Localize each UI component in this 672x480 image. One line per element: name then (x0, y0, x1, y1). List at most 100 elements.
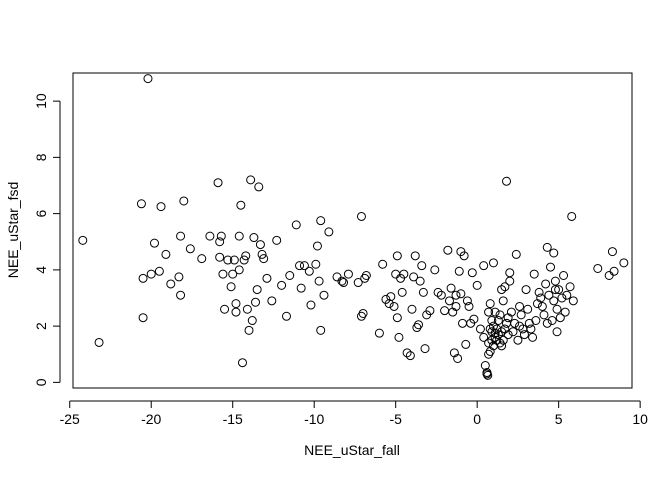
x-tick-label: -25 (60, 411, 80, 427)
data-point (554, 285, 564, 295)
data-point (399, 269, 409, 279)
data-point (386, 292, 396, 302)
data-point (205, 231, 215, 241)
x-axis: -25 -20 -15 -10 -5 0 5 10 (60, 400, 648, 427)
data-point (559, 271, 569, 280)
data-point (560, 307, 570, 317)
data-point (378, 259, 388, 269)
data-point (479, 332, 489, 342)
data-point (515, 321, 525, 331)
data-point (458, 318, 468, 328)
data-point (296, 283, 306, 293)
data-point (281, 311, 291, 321)
data-point (459, 251, 469, 261)
y-tick-label: 0 (33, 378, 49, 386)
data-point (397, 287, 407, 297)
data-point (138, 273, 148, 283)
data-point (146, 269, 156, 279)
data-point (607, 247, 617, 257)
data-point (497, 341, 507, 351)
data-point (451, 301, 461, 311)
data-point (136, 199, 146, 209)
data-point (392, 313, 402, 323)
data-point (430, 265, 440, 275)
x-tick-label: 10 (632, 411, 648, 427)
data-point (440, 306, 450, 316)
data-point (154, 266, 164, 276)
x-tick-label: -5 (389, 411, 402, 427)
data-point (488, 258, 498, 268)
x-tick-label: 0 (473, 411, 481, 427)
data-point (246, 175, 256, 185)
data-point (267, 296, 277, 306)
data-point (529, 269, 539, 279)
data-point (444, 296, 454, 306)
data-point (143, 74, 153, 84)
data-point (374, 328, 384, 338)
data-point (609, 266, 619, 276)
data-point (541, 279, 551, 289)
data-point (254, 182, 264, 192)
data-point (255, 240, 265, 250)
data-point (94, 337, 104, 347)
data-point (461, 339, 471, 349)
data-point (546, 262, 556, 272)
y-tick-label: 2 (33, 322, 49, 330)
data-point (228, 269, 238, 279)
data-point (353, 278, 363, 288)
data-point (505, 276, 515, 286)
data-point (291, 220, 301, 230)
data-point (549, 248, 559, 258)
data-point (469, 314, 479, 324)
y-axis-title: NEE_uStar_fsd (5, 182, 21, 279)
data-point (513, 335, 523, 345)
data-point (433, 287, 443, 297)
data-point (528, 332, 538, 342)
data-point (436, 290, 446, 300)
data-point (500, 282, 510, 292)
data-point (197, 254, 207, 264)
data-point (567, 211, 577, 221)
y-axis: 0 2 4 6 8 10 (33, 93, 61, 386)
data-point (511, 249, 521, 259)
data-point (241, 251, 251, 261)
x-tick-label: -20 (141, 411, 161, 427)
data-point (544, 290, 554, 300)
x-tick-label: -15 (223, 411, 243, 427)
data-point (312, 241, 322, 251)
data-point (314, 276, 324, 286)
x-tick-label: 5 (555, 411, 563, 427)
data-point (526, 324, 536, 334)
data-point (425, 306, 435, 316)
data-point (324, 227, 334, 237)
data-point (483, 370, 493, 380)
data-point (236, 200, 246, 210)
data-point (272, 235, 282, 245)
data-point (484, 338, 494, 348)
data-point (407, 304, 417, 314)
data-point (534, 287, 544, 297)
data-point (454, 266, 464, 276)
data-point (223, 255, 233, 265)
data-point (515, 301, 525, 311)
data-point (415, 276, 425, 286)
data-point (487, 316, 497, 325)
data-point (537, 301, 547, 311)
x-axis-title: NEE_uStar_fall (304, 442, 400, 458)
data-point (523, 304, 533, 314)
data-point (508, 327, 518, 337)
data-point (215, 237, 225, 247)
data-point (360, 273, 370, 283)
data-point (521, 285, 531, 295)
data-point (500, 324, 510, 334)
data-point (485, 299, 495, 309)
data-point (418, 287, 428, 297)
data-point (453, 353, 463, 363)
data-point (503, 313, 513, 323)
data-point (218, 269, 228, 279)
data-point (231, 307, 241, 317)
data-point (410, 251, 420, 261)
data-point (492, 335, 502, 345)
data-point (161, 249, 171, 259)
